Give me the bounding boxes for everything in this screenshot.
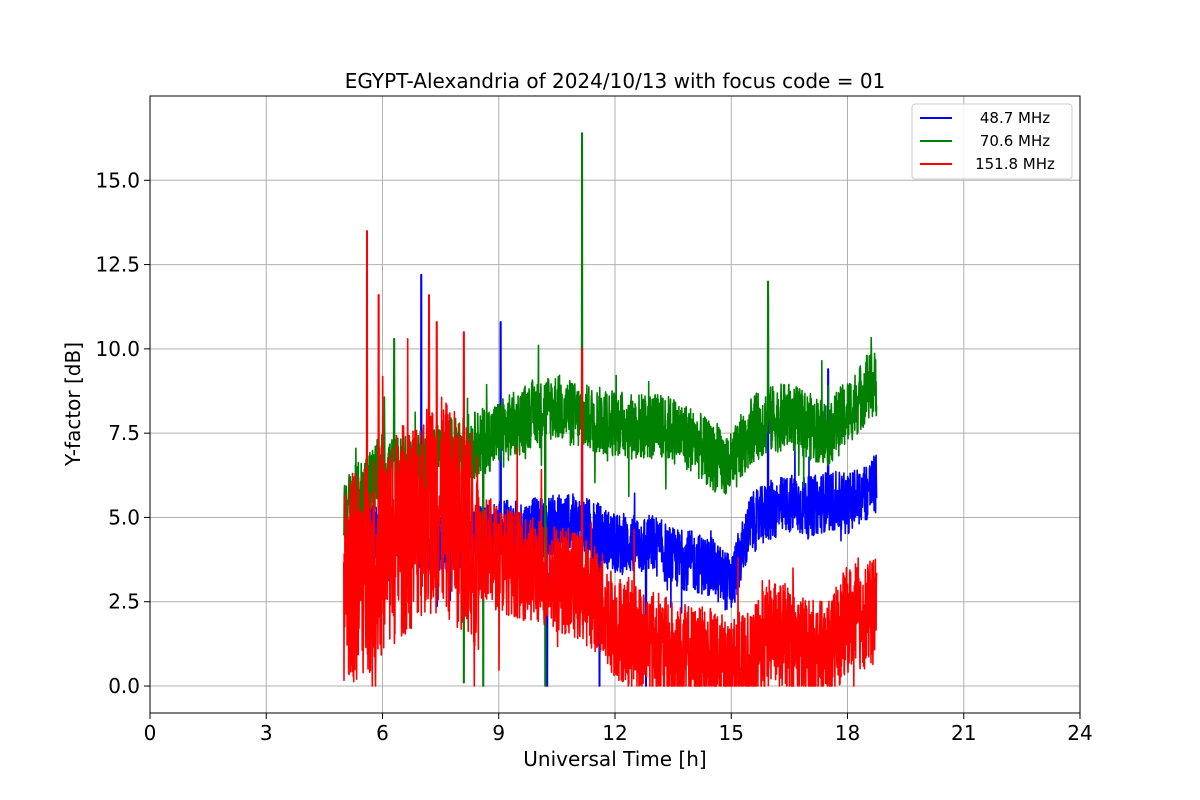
y-tick-label: 12.5 [95,253,140,277]
y-axis: 0.0 2.5 5.0 7.5 10.0 12.5 15.0 [95,168,150,698]
legend: 48.7 MHz 70.6 MHz 151.8 MHz [911,103,1073,180]
y-tick-label: 7.5 [108,421,140,445]
y-tick-label: 0.0 [108,674,140,698]
legend-label: 151.8 MHz [975,155,1055,173]
x-tick-label: 3 [260,721,273,745]
x-tick-label: 24 [1067,721,1092,745]
x-tick-label: 18 [835,721,860,745]
y-axis-label: Y-factor [dB] [61,342,85,467]
x-tick-label: 21 [951,721,976,745]
x-tick-label: 12 [602,721,627,745]
x-tick-label: 6 [376,721,389,745]
legend-box [911,103,1073,180]
y-tick-label: 5.0 [108,505,140,529]
x-tick-label: 0 [144,721,157,745]
x-tick-label: 15 [719,721,744,745]
x-axis-label: Universal Time [h] [523,747,706,771]
series-layer [342,132,878,687]
y-tick-label: 10.0 [95,337,140,361]
legend-label: 48.7 MHz [980,109,1050,127]
y-tick-label: 15.0 [95,168,140,192]
x-tick-label: 9 [492,721,505,745]
chart-title: EGYPT-Alexandria of 2024/10/13 with focu… [345,69,886,93]
series-line-151-8-mhz [342,230,878,687]
x-axis: 0 3 6 9 12 15 18 21 24 [144,713,1093,745]
legend-label: 70.6 MHz [980,132,1050,150]
y-tick-label: 2.5 [108,590,140,614]
